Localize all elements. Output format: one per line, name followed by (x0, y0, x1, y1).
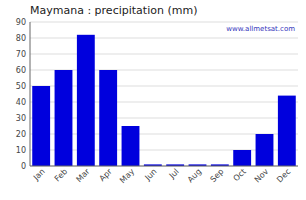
bar (77, 35, 95, 166)
y-tick-label: 70 (16, 50, 26, 59)
grid-line (30, 54, 298, 55)
x-tick-label: Mar (74, 167, 92, 185)
bar (99, 70, 117, 166)
y-tick-label: 0 (21, 162, 26, 171)
x-tick-label: Feb (53, 167, 69, 183)
y-tick-label: 40 (16, 98, 26, 107)
bar (55, 70, 73, 166)
y-tick-label: 80 (16, 34, 26, 43)
bars (32, 35, 296, 166)
x-tick-label: Jun (143, 167, 159, 183)
x-tick-label: Jul (167, 167, 181, 181)
grid-line (30, 38, 298, 39)
bar (256, 134, 274, 166)
y-tick-label: 20 (16, 130, 26, 139)
x-tick-label: Aug (186, 167, 203, 184)
bar (122, 126, 140, 166)
x-tick-label: Apr (98, 167, 115, 184)
y-axis (30, 22, 31, 166)
x-tick-label: Dec (275, 167, 292, 184)
x-axis (30, 166, 298, 167)
bar (32, 86, 50, 166)
x-tick-label: Nov (253, 167, 271, 185)
x-tick-label: Sep (208, 167, 225, 184)
x-tick-label: May (118, 167, 136, 185)
y-tick-label: 50 (16, 82, 26, 91)
title: Maymana : precipitation (mm) (30, 4, 197, 17)
y-tick-label: 10 (16, 146, 26, 155)
y-tick-label: 30 (16, 114, 26, 123)
grid (30, 22, 298, 166)
x-tick-label: Oct (232, 167, 248, 183)
y-tick-label: 60 (16, 66, 26, 75)
x-tick-label: Jan (31, 167, 47, 183)
grid-line (30, 22, 298, 23)
grid-line (30, 166, 298, 167)
bar (233, 150, 251, 166)
y-tick-label: 90 (16, 18, 26, 27)
chart: Maymana : precipitation (mm) 0 10 20 30 40 50 6… (0, 0, 306, 200)
bar (278, 96, 296, 166)
watermark: www.allmetsat.com (226, 25, 295, 33)
